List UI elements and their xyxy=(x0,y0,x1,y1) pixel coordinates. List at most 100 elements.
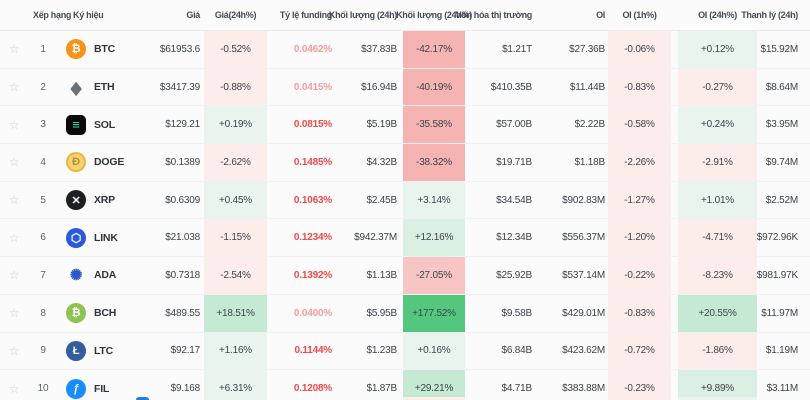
table-row[interactable]: ☆ 3 ≡ SOL $129.21 +0.19% 0.0815% $5.19B … xyxy=(0,106,810,145)
volume-24h-cell: $16.94B xyxy=(361,81,397,93)
liquidation-24h-cell: $3.95M xyxy=(765,119,798,131)
symbol-label: DOGE xyxy=(94,156,125,169)
volume-24h-cell: $5.95B xyxy=(366,307,398,319)
rank-cell: 10 xyxy=(37,383,49,395)
rank-cell: 6 xyxy=(40,232,46,244)
symbol-cell[interactable]: ≡ SOL xyxy=(58,106,162,143)
header-rank[interactable]: Xếp hạng xyxy=(33,10,72,20)
table-row[interactable]: ☆ 8 ₿ BCH $489.55 +18.51% 0.0400% $5.95B… xyxy=(0,294,810,333)
favorite-star-button[interactable]: ☆ xyxy=(8,343,20,358)
price-change-24h-cell: -0.88% xyxy=(204,68,267,106)
header-volume-change-24h[interactable]: Khối lượng (24h%) xyxy=(396,10,472,20)
coin-icon: Ð xyxy=(66,152,86,173)
table-row[interactable]: ☆ 1 ₿ BTC $61953.6 -0.52% 0.0462% $37.83… xyxy=(0,31,810,69)
symbol-label: FIL xyxy=(94,382,110,395)
oi-1h-cell: -1.20% xyxy=(608,219,671,257)
favorite-star-button[interactable]: ☆ xyxy=(8,42,20,57)
favorite-star-button[interactable]: ☆ xyxy=(8,230,20,245)
oi-1h-cell: -1.27% xyxy=(608,181,671,219)
price-cell: $489.55 xyxy=(165,307,200,319)
header-open-interest[interactable]: OI xyxy=(596,10,605,20)
volume-change-24h-cell: +12.16% xyxy=(403,219,465,257)
symbol-label: LINK xyxy=(94,231,118,244)
favorite-star-button[interactable]: ☆ xyxy=(8,381,20,396)
price-change-24h-cell: +6.31% xyxy=(204,370,267,400)
liquidation-24h-cell: $15.92M xyxy=(760,43,798,55)
favorite-star-button[interactable]: ☆ xyxy=(8,117,20,132)
price-cell: $92.17 xyxy=(170,345,201,357)
symbol-cell[interactable]: Ł LTC xyxy=(58,333,162,370)
header-liquidation-24h[interactable]: Thanh lý (24h) xyxy=(741,10,798,20)
coin-icon: ✺ xyxy=(69,267,83,285)
table-row[interactable]: ☆ 9 Ł LTC $92.17 +1.16% 0.1144% $1.23B +… xyxy=(0,332,810,371)
symbol-cell[interactable]: ₿ BTC xyxy=(58,31,162,68)
symbol-label: BCH xyxy=(94,307,117,320)
gap-2 xyxy=(671,219,678,256)
volume-24h-cell: $2.45B xyxy=(366,194,398,206)
header-gap-2 xyxy=(671,0,678,30)
volume-change-24h-cell: +3.14% xyxy=(403,181,465,219)
volume-24h-cell: $1.87B xyxy=(366,383,398,395)
header-oi-1h[interactable]: OI (1h%) xyxy=(622,10,657,20)
header-oi-24h[interactable]: OI (24h%) xyxy=(698,10,737,20)
cell-funding: 0.1392% xyxy=(293,269,332,281)
symbol-cell[interactable]: ƒ FIL xyxy=(58,370,162,400)
favorite-star-button[interactable]: ☆ xyxy=(8,155,20,170)
symbol-cell[interactable]: ₿ BCH xyxy=(58,295,162,332)
price-cell: $0.7318 xyxy=(165,269,200,281)
table-row[interactable]: ☆ 2 ◆ ETH $3417.39 -0.88% 0.0415% $16.94… xyxy=(0,68,810,107)
header-volume-24h[interactable]: Khối lượng (24h) xyxy=(328,10,397,20)
oi-24h-cell: -0.27% xyxy=(678,68,757,106)
liquidation-24h-cell: $981.97K xyxy=(756,269,798,281)
liquidation-24h-cell: $3.11M xyxy=(766,383,799,395)
symbol-label: LTC xyxy=(94,344,114,357)
symbol-cell[interactable]: Ð DOGE xyxy=(58,144,162,181)
open-interest-cell: $2.22B xyxy=(574,119,606,131)
gap-2 xyxy=(671,295,678,332)
header-price-change-24h[interactable]: Giá(24h%) xyxy=(214,10,257,20)
liquidation-24h-cell: $972.96K xyxy=(756,232,798,244)
header-price[interactable]: Giá xyxy=(186,10,200,20)
open-interest-cell: $1.18B xyxy=(574,156,606,168)
favorite-star-button[interactable]: ☆ xyxy=(8,268,20,283)
gap-2 xyxy=(671,31,678,68)
symbol-cell[interactable]: ✕ XRP xyxy=(58,182,162,219)
oi-1h-cell: -0.22% xyxy=(608,257,671,294)
oi-24h-cell: -8.23% xyxy=(678,257,757,294)
oi-24h-cell: -2.91% xyxy=(678,144,757,181)
market-cap-cell: $12.34B xyxy=(496,232,532,244)
table-row[interactable]: ☆ 7 ✺ ADA $0.7318 -2.54% 0.1392% $1.13B … xyxy=(0,257,810,295)
header-market-cap[interactable]: Vốn hóa thị trường xyxy=(455,10,532,20)
symbol-cell[interactable]: ✺ ADA xyxy=(58,257,162,294)
oi-24h-cell: +1.01% xyxy=(678,181,757,219)
table-header-row: Xếp hạng Ký hiệu Giá Giá(24h%) Tỷ lệ fun… xyxy=(0,0,810,31)
favorite-star-button[interactable]: ☆ xyxy=(8,306,20,321)
table-row[interactable]: ☆ 10 ƒ FIL $9.168 +6.31% 0.1208% $1.87B … xyxy=(0,370,810,400)
price-change-24h-cell: -0.52% xyxy=(204,31,267,68)
price-change-24h-cell: -1.15% xyxy=(204,219,267,257)
table-row[interactable]: ☆ 5 ✕ XRP $0.6309 +0.45% 0.1063% $2.45B … xyxy=(0,181,810,220)
gap-2 xyxy=(671,333,678,370)
volume-24h-cell: $942.37M xyxy=(354,232,397,244)
gap-2 xyxy=(671,106,678,143)
gap-2 xyxy=(671,370,678,400)
table-row[interactable]: ☆ 6 ⬡ LINK $21.038 -1.15% 0.1234% $942.3… xyxy=(0,219,810,258)
table-row[interactable]: ☆ 4 Ð DOGE $0.1389 -2.62% 0.1485% $4.32B… xyxy=(0,144,810,182)
volume-change-24h-cell: -35.58% xyxy=(403,106,465,144)
symbol-cell[interactable]: ⬡ LINK xyxy=(58,219,162,256)
favorite-star-button[interactable]: ☆ xyxy=(8,80,20,95)
favorite-star-button[interactable]: ☆ xyxy=(8,193,20,208)
header-funding-rate[interactable]: Tỷ lệ funding xyxy=(279,10,332,20)
header-symbol[interactable]: Ký hiệu xyxy=(73,10,104,20)
price-change-24h-cell: -2.54% xyxy=(204,257,267,294)
oi-1h-cell: -0.06% xyxy=(608,31,671,68)
oi-24h-cell: +9.89% xyxy=(678,370,757,400)
volume-change-24h-cell: -42.17% xyxy=(403,31,465,68)
rank-cell: 8 xyxy=(40,307,46,319)
coin-icon: ⬡ xyxy=(66,227,86,248)
symbol-cell[interactable]: ◆ ETH xyxy=(58,69,162,106)
volume-change-24h-cell: -40.19% xyxy=(403,68,465,106)
cell-funding: 0.1234% xyxy=(293,232,332,244)
coin-icon: ✕ xyxy=(66,190,86,211)
open-interest-cell: $27.36B xyxy=(569,43,605,55)
